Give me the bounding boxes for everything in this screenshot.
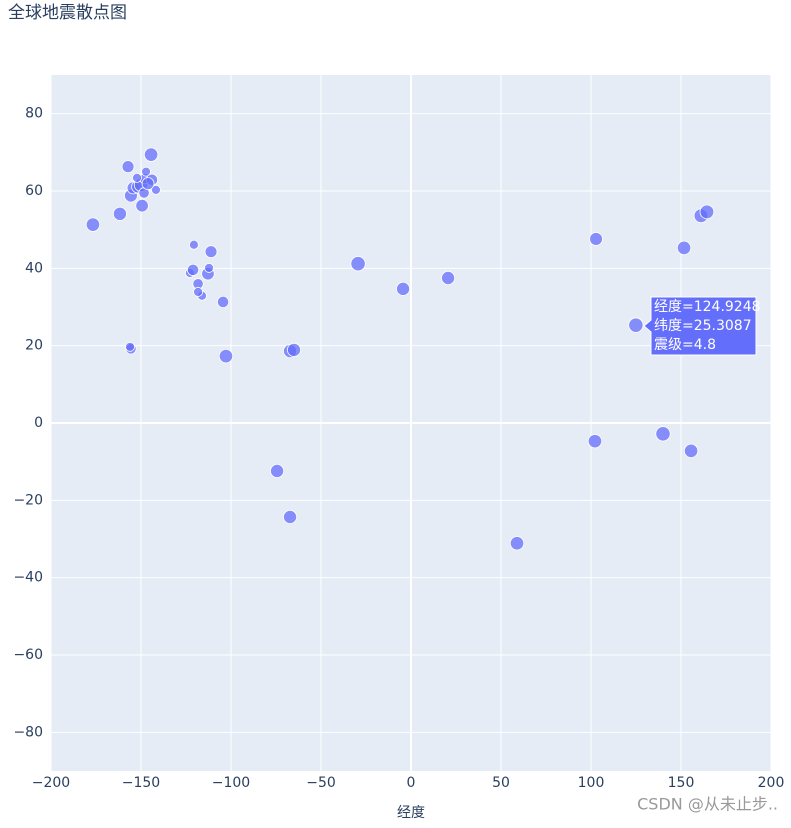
points	[85, 147, 715, 551]
point	[699, 204, 715, 220]
point	[218, 348, 234, 364]
point	[286, 342, 301, 357]
point	[350, 256, 366, 272]
point	[85, 217, 101, 232]
point	[509, 536, 525, 551]
tooltip: 经度=124.9248 纬度=25.3087 震级=4.8	[643, 296, 761, 356]
y-tick-label: 80	[25, 106, 43, 122]
point	[216, 295, 230, 309]
y-tick-label: −80	[13, 724, 43, 740]
point	[121, 160, 135, 174]
tooltip-box	[643, 296, 757, 356]
point	[143, 147, 159, 162]
x-tick-label: 100	[578, 775, 605, 791]
point	[655, 426, 671, 442]
y-tick-label: 60	[25, 183, 43, 199]
x-tick-label: 200	[758, 775, 785, 791]
y-tick-label: −60	[13, 647, 43, 663]
point	[132, 172, 142, 183]
tooltip-line: 震级=4.8	[654, 337, 716, 353]
point	[204, 263, 214, 273]
point	[193, 287, 203, 297]
x-tick-label: 150	[668, 775, 695, 791]
point	[112, 206, 127, 221]
point	[189, 239, 199, 250]
point	[628, 317, 644, 333]
point	[125, 341, 135, 352]
x-axis-title: 经度	[397, 805, 425, 821]
point	[676, 240, 692, 255]
grid	[50, 75, 772, 771]
y-tick-label: −20	[13, 492, 43, 508]
x-tick-label: −150	[122, 775, 160, 791]
point	[589, 232, 603, 246]
x-tick-label: −100	[212, 775, 250, 791]
point	[186, 263, 200, 276]
y-tick-label: 20	[25, 338, 43, 354]
y-tick-label: −40	[13, 570, 43, 586]
chart-title: 全球地震散点图	[8, 3, 127, 23]
point	[283, 509, 298, 524]
point	[587, 434, 603, 449]
point	[135, 198, 149, 213]
tooltip-line: 经度=124.9248	[654, 299, 761, 315]
y-tick-label: 0	[34, 415, 43, 431]
point	[270, 463, 285, 478]
x-tick-label: 50	[492, 775, 510, 791]
point	[441, 270, 456, 285]
watermark: CSDN @从未止步..	[637, 795, 778, 814]
x-tick-label: −200	[32, 775, 70, 791]
tooltip-line: 纬度=25.3087	[654, 318, 752, 334]
y-tick-label: 40	[25, 260, 43, 276]
x-tick-label: −50	[306, 775, 336, 791]
point	[141, 166, 151, 177]
point	[204, 245, 218, 259]
point	[396, 281, 411, 296]
point	[683, 443, 699, 458]
point	[141, 177, 155, 191]
point	[151, 184, 161, 195]
x-tick-label: 0	[407, 775, 416, 791]
